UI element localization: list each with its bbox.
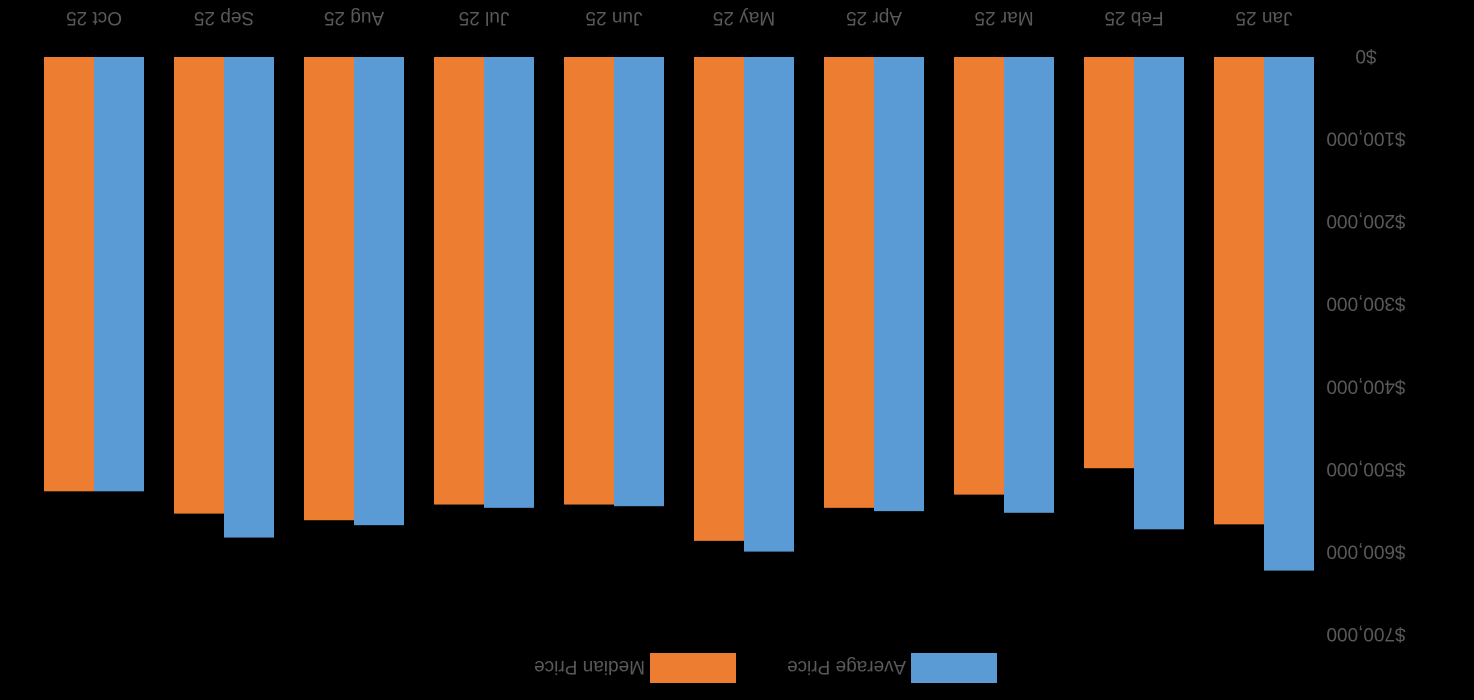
x-tick-label-apr-25: Apr 25 (846, 7, 902, 28)
legend-label-average-price: Average Price (787, 656, 906, 677)
legend: Average Price Median Price (534, 653, 997, 683)
legend-swatch-median-price (650, 653, 736, 683)
chart-rotated-group: $0 $100,000 $200,000 $300,000 $400,000 $500,0… (44, 7, 1406, 683)
x-tick-label-sep-25: Sep 25 (194, 7, 254, 28)
y-tick-label: $400,000 (1326, 375, 1405, 396)
x-tick-label-mar-25: Mar 25 (974, 7, 1033, 28)
bar-median-price-jan-25 (1214, 57, 1264, 525)
legend-label-median-price: Median Price (534, 656, 645, 677)
bar-average-price-sep-25 (224, 57, 274, 538)
y-tick-label: $200,000 (1326, 210, 1405, 231)
x-axis: Jan 25 Feb 25 Mar 25 Apr 25 May 25 Jun 25 Jul … (66, 7, 1293, 28)
y-axis: $0 $100,000 $200,000 $300,000 $400,000 $500,0… (1326, 45, 1405, 644)
legend-swatch-average-price (911, 653, 997, 683)
bar-median-price-aug-25 (304, 57, 354, 521)
bar-median-price-sep-25 (174, 57, 224, 514)
x-tick-label-jun-25: Jun 25 (585, 7, 642, 28)
bar-median-price-jul-25 (434, 57, 484, 505)
y-tick-label: $100,000 (1326, 128, 1405, 149)
bar-average-price-oct-25 (94, 57, 144, 492)
bar-average-price-jun-25 (614, 57, 664, 507)
bar-median-price-feb-25 (1084, 57, 1134, 469)
x-tick-label-aug-25: Aug 25 (324, 7, 384, 28)
y-tick-label: $300,000 (1326, 293, 1405, 314)
x-tick-label-jul-25: Jul 25 (459, 7, 510, 28)
bar-median-price-mar-25 (954, 57, 1004, 495)
y-tick-label: $500,000 (1326, 458, 1405, 479)
y-tick-label: $600,000 (1326, 540, 1405, 561)
bar-average-price-apr-25 (874, 57, 924, 512)
bar-median-price-may-25 (694, 57, 744, 541)
x-tick-label-jan-25: Jan 25 (1235, 7, 1292, 28)
bar-median-price-apr-25 (824, 57, 874, 508)
bar-median-price-oct-25 (44, 57, 94, 492)
bar-average-price-aug-25 (354, 57, 404, 526)
bar-average-price-may-25 (744, 57, 794, 552)
bar-average-price-mar-25 (1004, 57, 1054, 513)
bar-median-price-jun-25 (564, 57, 614, 505)
y-tick-label: $0 (1355, 45, 1376, 66)
bar-average-price-jul-25 (484, 57, 534, 508)
x-tick-label-may-25: May 25 (713, 7, 775, 28)
bar-average-price-feb-25 (1134, 57, 1184, 530)
bar-average-price-jan-25 (1264, 57, 1314, 571)
y-tick-label: $700,000 (1326, 623, 1405, 644)
x-tick-label-feb-25: Feb 25 (1104, 7, 1163, 28)
bars-layer (44, 57, 1314, 571)
x-tick-label-oct-25: Oct 25 (66, 7, 122, 28)
